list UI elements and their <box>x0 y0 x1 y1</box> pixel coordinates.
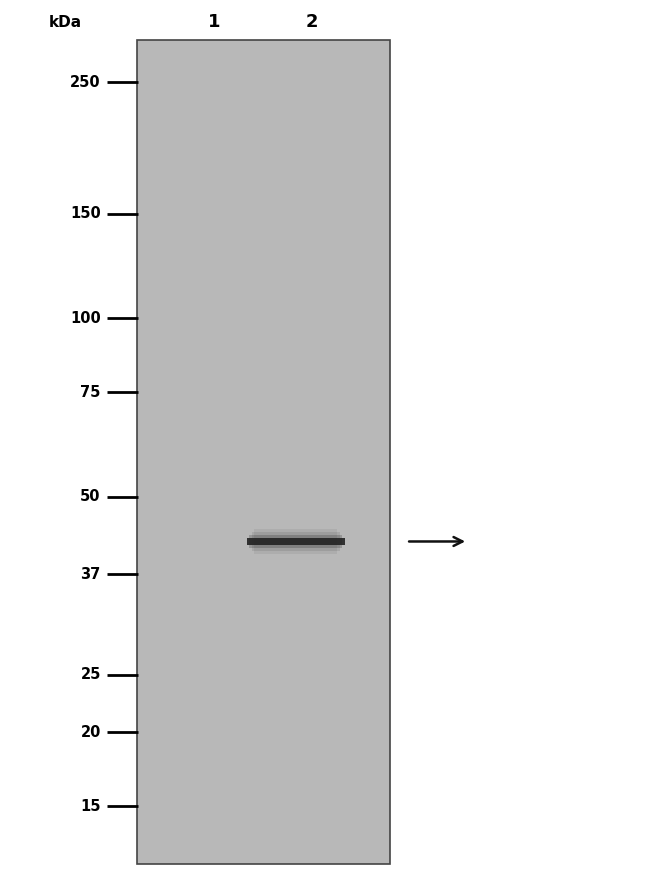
Bar <box>136 40 390 864</box>
Text: 15: 15 <box>80 799 101 814</box>
Text: 75: 75 <box>81 385 101 400</box>
Text: 250: 250 <box>70 75 101 90</box>
Bar <box>254 529 337 554</box>
Text: 150: 150 <box>70 206 101 222</box>
Text: kDa: kDa <box>49 15 81 29</box>
Text: 2: 2 <box>306 13 318 31</box>
Bar <box>247 539 344 545</box>
Bar <box>250 535 342 548</box>
Text: 25: 25 <box>81 667 101 682</box>
Text: 37: 37 <box>81 566 101 581</box>
Bar <box>252 532 339 551</box>
Text: 50: 50 <box>80 489 101 504</box>
Text: 100: 100 <box>70 311 101 326</box>
Text: 1: 1 <box>208 13 221 31</box>
Text: 20: 20 <box>81 725 101 740</box>
